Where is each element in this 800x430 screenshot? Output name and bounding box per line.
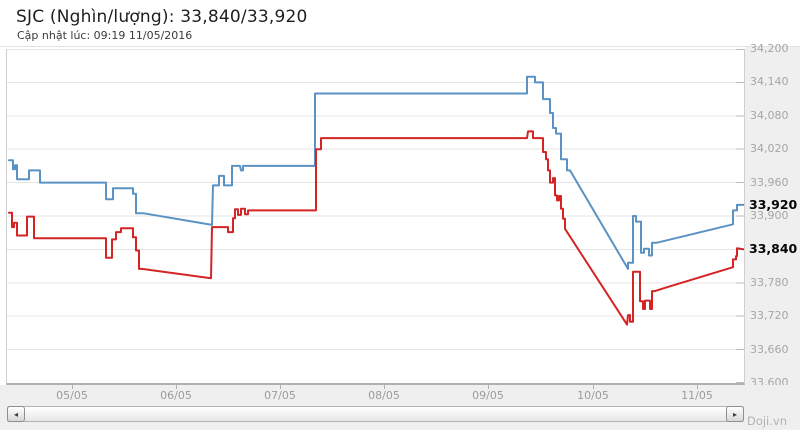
gridlines	[7, 49, 744, 383]
x-axis-label: 07/05	[264, 389, 296, 402]
y-axis-label: 34,020	[750, 142, 789, 156]
x-axis-tick	[593, 385, 594, 389]
x-axis-tick	[176, 385, 177, 389]
y-axis-label: 33,720	[750, 309, 789, 323]
x-axis-label: 10/05	[577, 389, 609, 402]
x-axis-label: 08/05	[368, 389, 400, 402]
chart-title: SJC (Nghìn/lượng): 33,840/33,920	[16, 7, 308, 27]
buy-line	[8, 130, 744, 326]
sell-line	[8, 75, 744, 270]
y-axis-label: 33,960	[750, 175, 789, 189]
x-axis-tick	[697, 385, 698, 389]
x-axis-label: 09/05	[472, 389, 504, 402]
plot-area[interactable]	[6, 49, 745, 385]
y-axis-label: 34,200	[750, 42, 789, 55]
current-sell-price-label: 33,920	[749, 196, 798, 212]
watermark: Doji.vn	[746, 414, 787, 428]
header: SJC (Nghìn/lượng): 33,840/33,920 Cập nhậ…	[0, 0, 800, 47]
chart-scrollbar[interactable]: ◂ ▸	[7, 406, 744, 422]
x-axis-tick	[72, 385, 73, 389]
current-buy-price-label: 33,840	[749, 241, 798, 257]
y-axis-label: 34,080	[750, 108, 789, 122]
x-axis-label: 11/05	[681, 389, 713, 402]
scrollbar-track[interactable]	[7, 406, 744, 422]
scroll-right-button[interactable]: ▸	[726, 406, 744, 422]
y-axis-label: 34,140	[750, 75, 789, 89]
x-axis-label: 05/05	[56, 389, 88, 402]
left-arrow-icon: ◂	[13, 409, 18, 419]
y-axis-label: 33,780	[750, 275, 789, 289]
price-chart	[0, 47, 745, 385]
y-axis-label: 33,900	[750, 209, 789, 222]
x-axis-tick	[280, 385, 281, 389]
last-updated: Cập nhật lúc: 09:19 11/05/2016	[17, 29, 193, 42]
right-arrow-icon: ▸	[732, 409, 737, 419]
chart-canvas	[7, 49, 744, 383]
x-axis-label: 06/05	[160, 389, 192, 402]
x-axis-tick	[488, 385, 489, 389]
scroll-left-button[interactable]: ◂	[7, 406, 25, 422]
y-axis-label: 33,660	[750, 342, 789, 356]
x-axis-tick	[384, 385, 385, 389]
